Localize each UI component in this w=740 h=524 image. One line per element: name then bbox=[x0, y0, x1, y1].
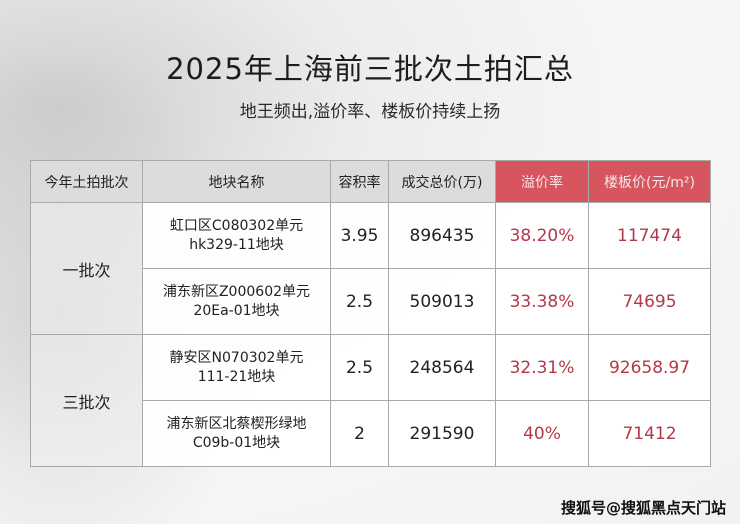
header-batch: 今年土拍批次 bbox=[30, 160, 143, 203]
plot-name-line2: 111-21地块 bbox=[197, 368, 276, 385]
header-floor-price: 楼板价(元/m²) bbox=[588, 160, 711, 203]
table-row: 浦东新区Z000602单元 20Ea-01地块 2.5 509013 33.38% 746… bbox=[31, 268, 711, 335]
floor-price-cell: 117474 bbox=[588, 202, 711, 269]
watermark: 搜狐号@搜狐黑点天门站 bbox=[560, 499, 726, 517]
total-price-cell: 896435 bbox=[388, 202, 496, 269]
far-cell: 2 bbox=[330, 400, 389, 467]
page-subtitle: 地王频出,溢价率、楼板价持续上扬 bbox=[239, 102, 501, 122]
plot-name-line1: 浦东新区Z000602单元 bbox=[162, 283, 311, 300]
far-cell: 3.95 bbox=[330, 202, 389, 269]
land-auction-table: 今年土拍批次 地块名称 容积率 成交总价(万) 溢价率 楼板价(元/m²) 一批… bbox=[30, 160, 711, 467]
premium-cell: 38.20% bbox=[495, 202, 589, 269]
plot-name-cell: 静安区N070302单元 111-21地块 bbox=[142, 334, 331, 401]
floor-price-cell: 71412 bbox=[588, 400, 711, 467]
floor-price-cell: 92658.97 bbox=[588, 334, 711, 401]
total-price-cell: 248564 bbox=[388, 334, 496, 401]
plot-name-line1: 静安区N070302单元 bbox=[169, 349, 304, 366]
plot-name-cell: 虹口区C080302单元 hk329-11地块 bbox=[142, 202, 331, 269]
batch-cell: 一批次 bbox=[30, 202, 143, 335]
header-total-price: 成交总价(万) bbox=[388, 160, 496, 203]
header-premium: 溢价率 bbox=[495, 160, 589, 203]
plot-name-line2: 20Ea-01地块 bbox=[193, 302, 280, 319]
total-price-cell: 291590 bbox=[388, 400, 496, 467]
plot-name-cell: 浦东新区北蔡楔形绿地 C09b-01地块 bbox=[142, 400, 331, 467]
total-price-cell: 509013 bbox=[388, 268, 496, 335]
header-plot-name: 地块名称 bbox=[142, 160, 331, 203]
premium-cell: 32.31% bbox=[495, 334, 589, 401]
table-row: 三批次 静安区N070302单元 111-21地块 2.5 248564 32.31% 92… bbox=[30, 334, 711, 467]
plot-name-line2: C09b-01地块 bbox=[192, 434, 281, 451]
header-far: 容积率 bbox=[330, 160, 389, 203]
premium-cell: 33.38% bbox=[495, 268, 589, 335]
premium-cell: 40% bbox=[495, 400, 589, 467]
plot-name-line1: 浦东新区北蔡楔形绿地 bbox=[166, 415, 307, 432]
batch-cell: 三批次 bbox=[30, 334, 143, 467]
far-cell: 2.5 bbox=[330, 268, 389, 335]
table-row: 浦东新区北蔡楔形绿地 C09b-01地块 2 291590 40% 71412 bbox=[31, 400, 711, 467]
plot-name-line2: hk329-11地块 bbox=[189, 236, 284, 253]
plot-name-cell: 浦东新区Z000602单元 20Ea-01地块 bbox=[142, 268, 331, 335]
table-row: 一批次 虹口区C080302单元 hk329-11地块 3.95 896435 38.20… bbox=[30, 202, 711, 335]
far-cell: 2.5 bbox=[330, 334, 389, 401]
plot-name-line1: 虹口区C080302单元 bbox=[169, 217, 304, 234]
page-title: 2025年上海前三批次土拍汇总 bbox=[166, 52, 574, 86]
floor-price-cell: 74695 bbox=[588, 268, 711, 335]
table-header-row: 今年土拍批次 地块名称 容积率 成交总价(万) 溢价率 楼板价(元/m²) bbox=[30, 160, 711, 203]
